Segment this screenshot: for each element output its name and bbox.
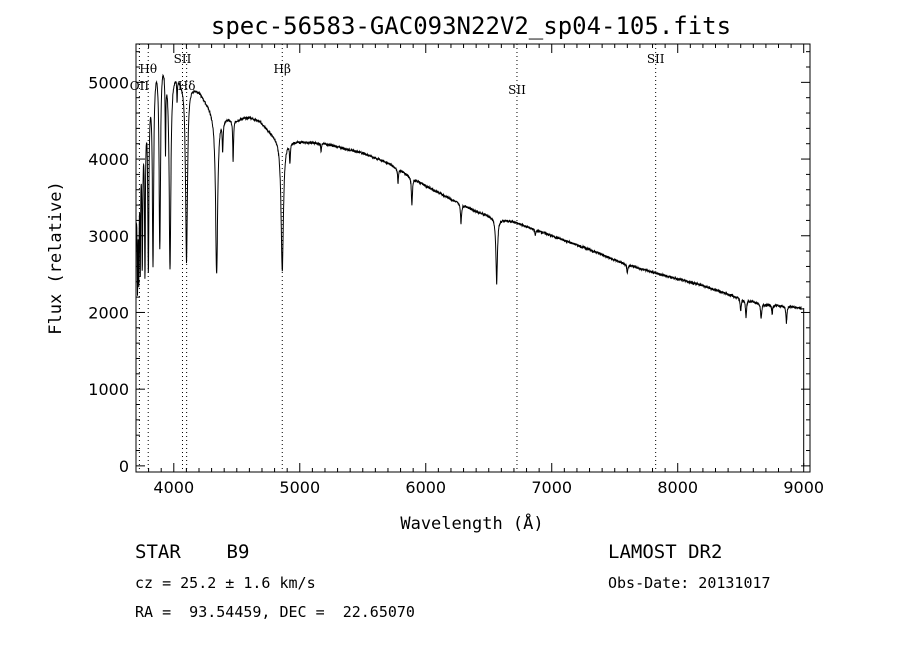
x-tick-label: 5000 [279,478,320,497]
line-marker-label: SII [647,52,665,66]
observation-date: Obs-Date: 20131017 [608,574,771,592]
y-axis-label: Flux (relative) [46,181,66,335]
x-tick-label: 6000 [405,478,446,497]
y-tick-label: 1000 [88,380,129,399]
plot-frame [135,43,811,473]
line-marker-label: Hβ [274,62,291,76]
x-tick-label: 7000 [531,478,572,497]
x-tick-label: 4000 [153,478,194,497]
line-marker-label: Hδ [178,79,196,93]
line-markers: OII Hθ SII Hδ Hβ SII SII [130,44,665,472]
redshift-value: cz = 25.2 ± 1.6 km/s [135,574,316,592]
survey-name: LAMOST DR2 [608,541,723,563]
line-marker-label: SII [508,83,526,97]
y-axis: 0 1000 2000 3000 4000 5000 [88,51,810,476]
y-tick-label: 4000 [88,150,129,169]
spectrum-line [135,73,805,466]
line-marker-label: Hθ [139,62,157,76]
coordinates: RA = 93.54459, DEC = 22.65070 [135,603,415,621]
y-tick-label: 3000 [88,227,129,246]
x-tick-label: 9000 [783,478,824,497]
y-tick-label: 2000 [88,303,129,322]
line-marker-label: OII [130,79,150,93]
chart-title: spec-56583-GAC093N22V2_sp04-105.fits [211,12,731,40]
y-tick-label: 0 [119,457,129,476]
x-axis-label: Wavelength (Å) [400,512,543,534]
line-marker-label: SII [174,52,192,66]
object-type: STAR B9 [135,541,250,563]
y-tick-label: 5000 [88,73,129,92]
x-axis: 4000 5000 6000 7000 8000 9000 [135,44,824,497]
x-tick-label: 8000 [657,478,698,497]
